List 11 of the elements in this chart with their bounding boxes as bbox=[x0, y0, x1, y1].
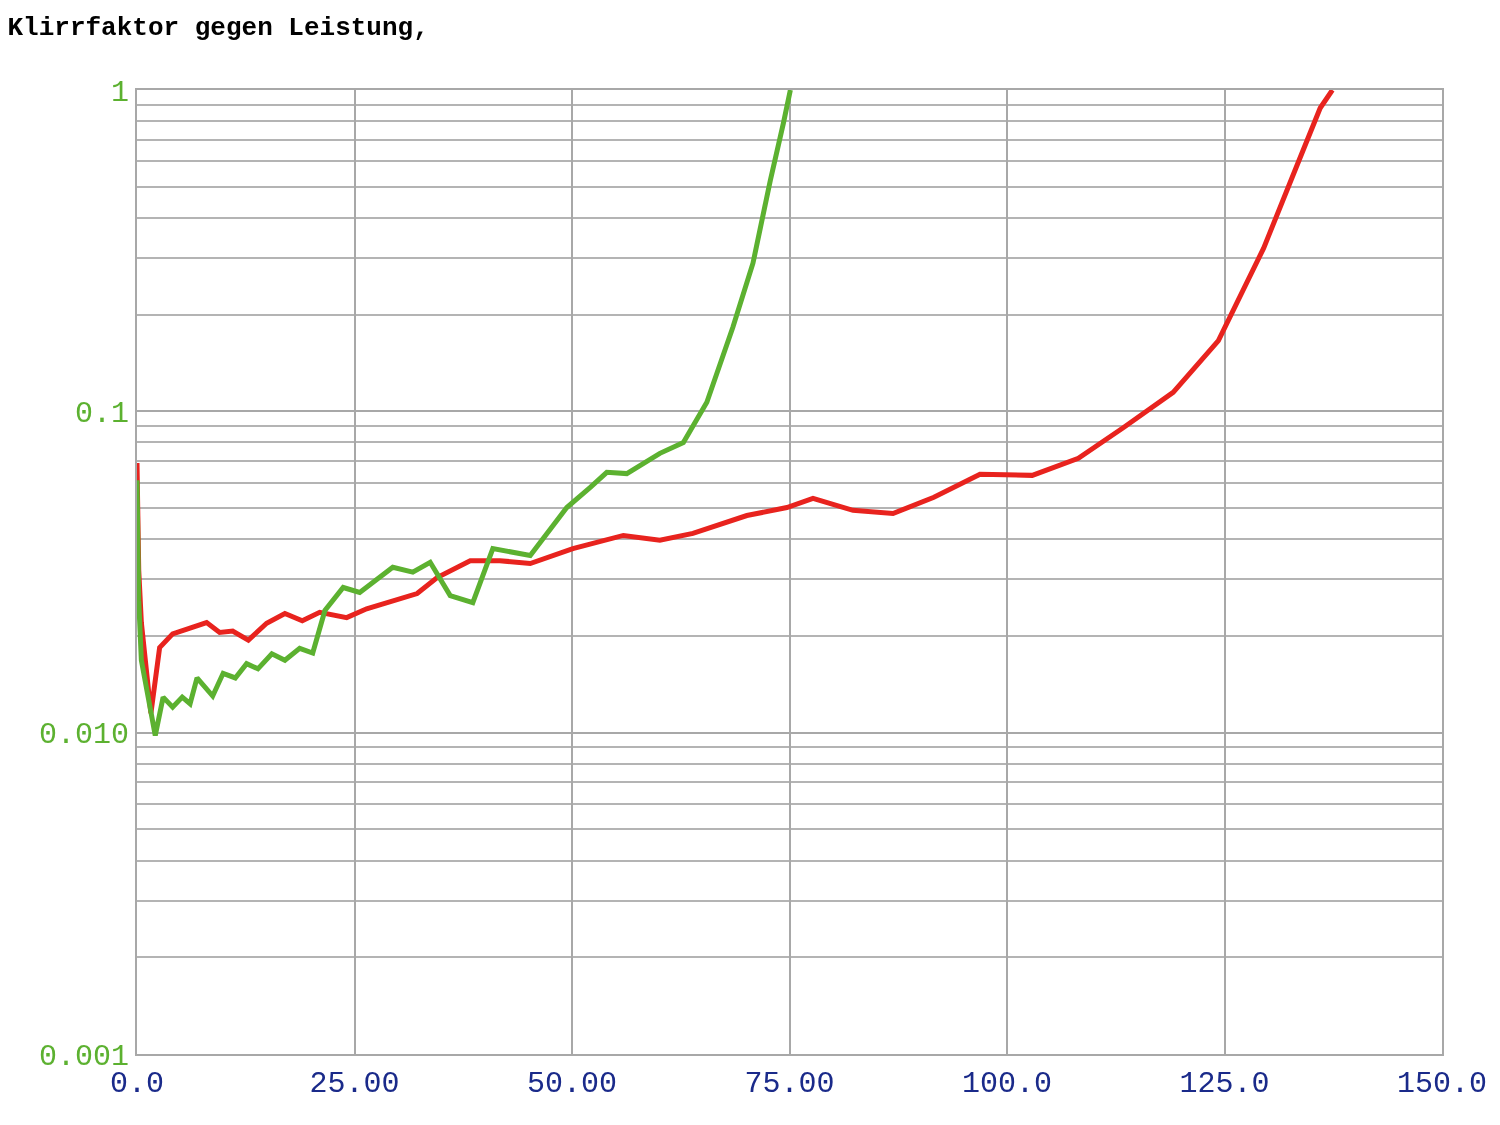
x-tick-label: 0.0 bbox=[109, 1067, 165, 1101]
x-tick-label: 50.00 bbox=[526, 1067, 618, 1101]
y-tick-label: 1 bbox=[110, 75, 129, 110]
x-tick-label: 125.0 bbox=[1179, 1067, 1270, 1101]
x-tick-label: 75.00 bbox=[744, 1067, 835, 1101]
x-tick-label: 100.0 bbox=[961, 1067, 1053, 1101]
x-tick-label: 150.0 bbox=[1396, 1067, 1488, 1101]
x-tick-label: 25.00 bbox=[309, 1067, 400, 1101]
y-tick-label: 0.1 bbox=[74, 396, 129, 431]
y-tick-label: 0.010 bbox=[38, 718, 129, 753]
chart-title: Klirrfaktor gegen Leistung, bbox=[7, 13, 429, 44]
